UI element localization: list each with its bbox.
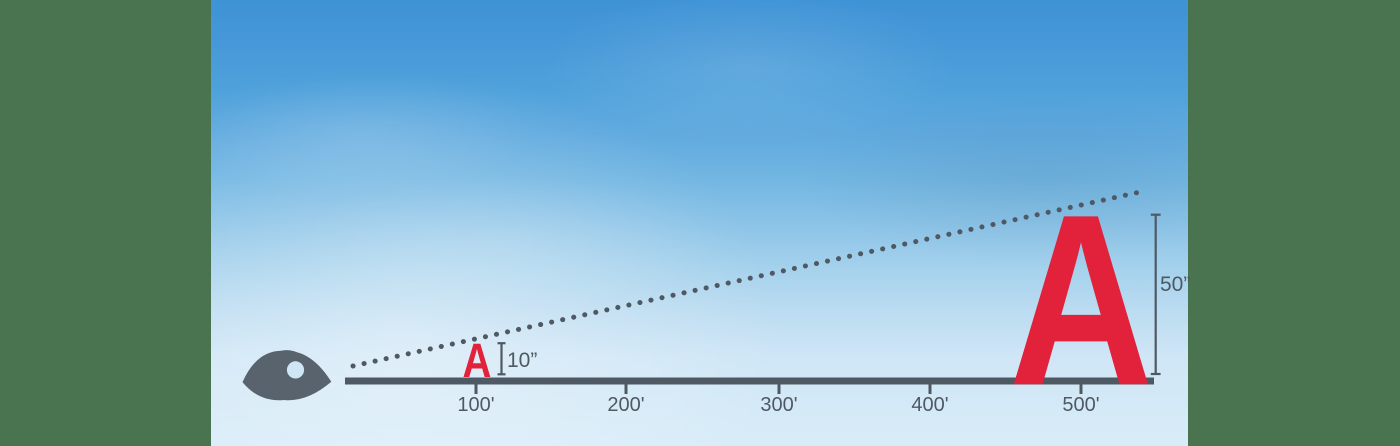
svg-text:100': 100' (457, 394, 494, 416)
svg-text:10”: 10” (507, 349, 537, 372)
svg-text:A: A (1009, 164, 1153, 436)
svg-text:400': 400' (911, 394, 948, 416)
svg-text:50”: 50” (1160, 273, 1190, 296)
svg-text:A: A (463, 334, 492, 387)
svg-text:200': 200' (607, 394, 644, 416)
svg-text:300': 300' (760, 394, 797, 416)
